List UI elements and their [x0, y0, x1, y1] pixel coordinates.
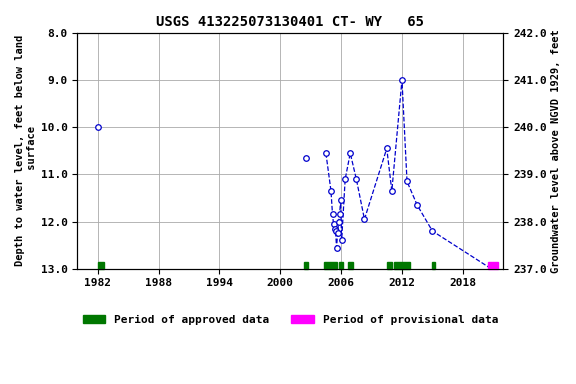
Bar: [98, 262, 104, 269]
Bar: [488, 262, 498, 269]
Title: USGS 413225073130401 CT- WY   65: USGS 413225073130401 CT- WY 65: [157, 15, 425, 29]
Bar: [433, 262, 435, 269]
Bar: [339, 262, 343, 269]
Legend: Period of approved data, Period of provisional data: Period of approved data, Period of provi…: [78, 310, 502, 329]
Bar: [386, 262, 392, 269]
Bar: [348, 262, 353, 269]
Bar: [304, 262, 308, 269]
Bar: [324, 262, 337, 269]
Y-axis label: Depth to water level, feet below land
 surface: Depth to water level, feet below land su…: [15, 35, 37, 266]
Y-axis label: Groundwater level above NGVD 1929, feet: Groundwater level above NGVD 1929, feet: [551, 29, 561, 273]
Bar: [394, 262, 410, 269]
